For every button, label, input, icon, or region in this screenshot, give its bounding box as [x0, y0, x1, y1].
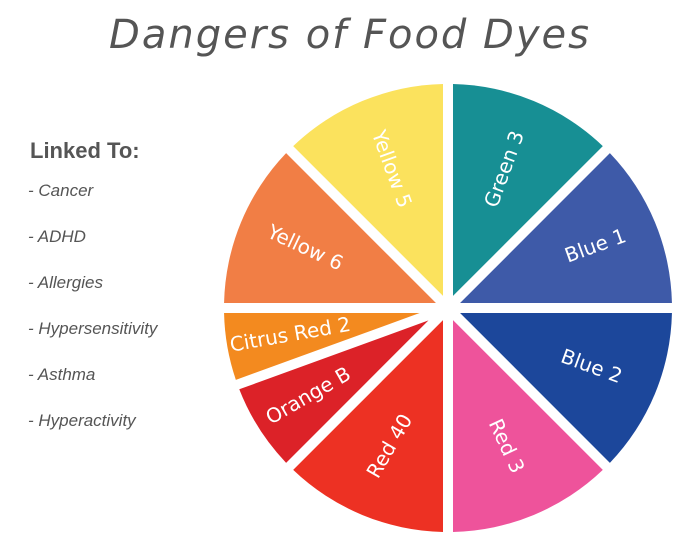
dye-segment — [452, 320, 603, 532]
list-item: - Asthma — [28, 365, 96, 384]
dye-segment — [460, 153, 672, 304]
dye-segment — [452, 84, 603, 296]
linked-to-heading: Linked To: — [30, 138, 140, 163]
list-item: - Cancer — [28, 181, 94, 200]
list-item: - Hypersensitivity — [28, 319, 158, 338]
list-item: - Allergies — [28, 273, 103, 292]
list-item: - ADHD — [28, 227, 86, 246]
list-item: - Hyperactivity — [28, 411, 136, 430]
dye-segment — [239, 320, 429, 463]
page-title: Dangers of Food Dyes — [109, 12, 591, 58]
dye-segment — [293, 84, 444, 296]
dye-segment — [293, 320, 444, 532]
dye-segment — [224, 153, 436, 304]
dye-segment — [460, 312, 672, 463]
dye-segment — [224, 312, 420, 380]
linked-to-list: - Cancer - ADHD - Allergies - Hypersensi… — [28, 178, 157, 454]
